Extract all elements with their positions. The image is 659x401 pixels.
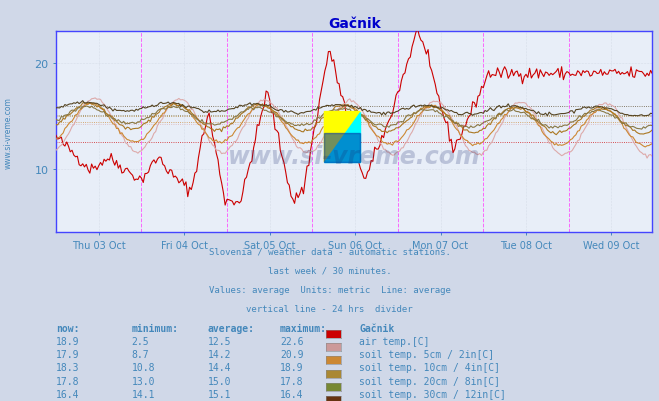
Text: soil temp. 30cm / 12in[C]: soil temp. 30cm / 12in[C] — [359, 389, 506, 399]
Text: 16.4: 16.4 — [56, 389, 80, 399]
Text: 22.6: 22.6 — [280, 336, 304, 346]
Text: last week / 30 minutes.: last week / 30 minutes. — [268, 266, 391, 275]
Text: soil temp. 20cm / 8in[C]: soil temp. 20cm / 8in[C] — [359, 376, 500, 386]
Text: 18.9: 18.9 — [280, 363, 304, 373]
Text: 18.3: 18.3 — [56, 363, 80, 373]
Text: 17.8: 17.8 — [280, 376, 304, 386]
Text: 13.0: 13.0 — [132, 376, 156, 386]
Text: Slovenia / weather data - automatic stations.: Slovenia / weather data - automatic stat… — [208, 247, 451, 255]
Text: www.si-vreme.com: www.si-vreme.com — [3, 97, 13, 168]
Text: 20.9: 20.9 — [280, 349, 304, 359]
Text: 15.0: 15.0 — [208, 376, 231, 386]
Text: 16.4: 16.4 — [280, 389, 304, 399]
Text: 12.5: 12.5 — [208, 336, 231, 346]
Polygon shape — [324, 112, 360, 162]
Text: 14.1: 14.1 — [132, 389, 156, 399]
Text: 17.8: 17.8 — [56, 376, 80, 386]
Text: 14.2: 14.2 — [208, 349, 231, 359]
Text: soil temp. 5cm / 2in[C]: soil temp. 5cm / 2in[C] — [359, 349, 494, 359]
Text: 18.9: 18.9 — [56, 336, 80, 346]
Text: now:: now: — [56, 323, 80, 333]
Text: air temp.[C]: air temp.[C] — [359, 336, 430, 346]
Text: vertical line - 24 hrs  divider: vertical line - 24 hrs divider — [246, 304, 413, 313]
Title: Gačnik: Gačnik — [328, 17, 381, 31]
Text: 14.4: 14.4 — [208, 363, 231, 373]
Text: 15.1: 15.1 — [208, 389, 231, 399]
Text: Gačnik: Gačnik — [359, 323, 394, 333]
Text: average:: average: — [208, 323, 254, 333]
Text: maximum:: maximum: — [280, 323, 327, 333]
Text: www.si-vreme.com: www.si-vreme.com — [228, 144, 480, 168]
Text: soil temp. 10cm / 4in[C]: soil temp. 10cm / 4in[C] — [359, 363, 500, 373]
Text: minimum:: minimum: — [132, 323, 179, 333]
Text: Values: average  Units: metric  Line: average: Values: average Units: metric Line: aver… — [208, 285, 451, 294]
Text: 2.5: 2.5 — [132, 336, 150, 346]
Polygon shape — [324, 112, 360, 162]
Text: 10.8: 10.8 — [132, 363, 156, 373]
Bar — [324, 134, 360, 162]
Text: 17.9: 17.9 — [56, 349, 80, 359]
Text: 8.7: 8.7 — [132, 349, 150, 359]
